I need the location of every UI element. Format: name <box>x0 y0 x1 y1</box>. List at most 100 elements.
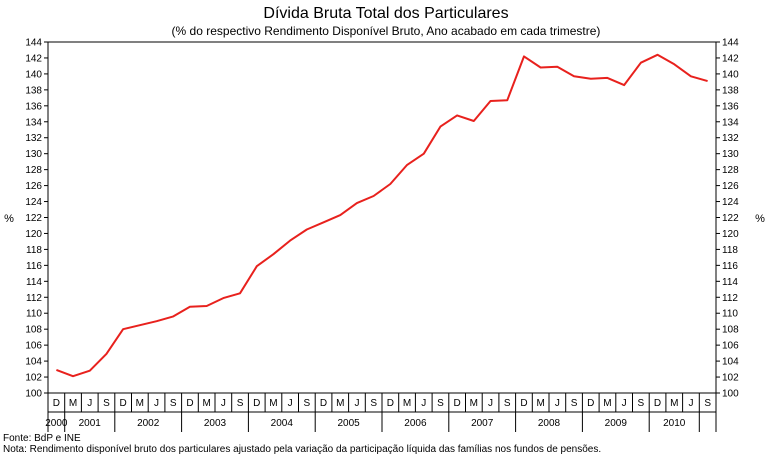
quarter-label: S <box>170 398 177 409</box>
year-label: 2008 <box>538 418 561 429</box>
y-tick-label-left: 138 <box>25 85 42 96</box>
quarter-label: D <box>587 398 594 409</box>
quarter-label: J <box>288 398 293 409</box>
y-tick-label-left: 126 <box>25 181 42 192</box>
quarter-label: S <box>571 398 578 409</box>
y-tick-label-left: 130 <box>25 149 42 160</box>
y-tick-label-right: 122 <box>722 213 739 224</box>
year-label: 2002 <box>137 418 160 429</box>
y-tick-label-left: 118 <box>26 245 42 256</box>
y-tick-label-right: 110 <box>722 309 738 320</box>
y-tick-label-right: 134 <box>722 117 739 128</box>
y-tick-label-right: 136 <box>722 101 739 112</box>
y-tick-label-left: 106 <box>25 341 42 352</box>
y-tick-label-right: 116 <box>722 261 738 272</box>
quarter-label: J <box>421 398 426 409</box>
quarter-label: S <box>704 398 711 409</box>
footnote: Nota: Rendimento disponível bruto dos pa… <box>3 444 602 455</box>
y-tick-label-right: 104 <box>722 357 739 368</box>
quarter-label: S <box>304 398 311 409</box>
plot-area: 100 100 102 102 104 104 106 106 108 108 110 110 112 1… <box>25 38 739 432</box>
series-line <box>56 53 708 378</box>
y-tick-label-right: 124 <box>722 197 739 208</box>
y-tick-label-left: 128 <box>25 165 42 176</box>
year-label: 2004 <box>271 418 294 429</box>
year-label: 2001 <box>79 418 102 429</box>
quarter-label: D <box>320 398 327 409</box>
y-tick-label-right: 108 <box>722 325 739 336</box>
quarter-label: J <box>87 398 92 409</box>
quarter-label: M <box>202 398 210 409</box>
y-tick-label-left: 144 <box>25 38 42 49</box>
quarter-label: J <box>555 398 560 409</box>
y-tick-label-right: 138 <box>722 85 739 96</box>
y-tick-label-right: 114 <box>722 277 738 288</box>
quarter-label: M <box>670 398 678 409</box>
year-label: 2010 <box>663 418 686 429</box>
year-label: 2000 <box>45 418 68 429</box>
quarter-label: D <box>654 398 661 409</box>
year-label: 2009 <box>605 418 628 429</box>
y-tick-label-left: 136 <box>25 101 42 112</box>
y-tick-label-left: 124 <box>25 197 42 208</box>
y-tick-label-right: 112 <box>722 293 738 304</box>
quarter-label: M <box>69 398 77 409</box>
quarter-label: M <box>269 398 277 409</box>
y-tick-label-left: 100 <box>25 389 42 400</box>
y-tick-label-left: 134 <box>25 117 42 128</box>
y-tick-label-right: 144 <box>722 38 739 49</box>
line-chart: Dívida Bruta Total dos Particulares (% d… <box>4 5 765 432</box>
chart-subtitle: (% do respectivo Rendimento Disponível B… <box>172 24 601 38</box>
quarter-label: S <box>237 398 244 409</box>
quarter-label: M <box>603 398 611 409</box>
quarter-label: S <box>638 398 645 409</box>
y-tick-label-right: 132 <box>722 133 739 144</box>
y-axis-label-right: % <box>755 213 765 225</box>
quarter-label: D <box>120 398 127 409</box>
year-label: 2003 <box>204 418 227 429</box>
y-tick-label-left: 120 <box>25 229 42 240</box>
y-tick-label-right: 126 <box>722 181 739 192</box>
y-tick-label-left: 104 <box>25 357 42 368</box>
y-tick-label-right: 102 <box>722 373 739 384</box>
quarter-label: D <box>454 398 461 409</box>
quarter-label: M <box>403 398 411 409</box>
quarter-label: S <box>103 398 110 409</box>
source-note: Fonte: BdP e INE <box>3 433 81 444</box>
y-tick-label-left: 116 <box>26 261 42 272</box>
quarter-label: J <box>354 398 359 409</box>
quarter-label: J <box>154 398 159 409</box>
year-label: 2007 <box>471 418 494 429</box>
y-tick-label-left: 140 <box>25 69 42 80</box>
y-tick-label-right: 140 <box>722 69 739 80</box>
quarter-label: D <box>253 398 260 409</box>
quarter-label: M <box>136 398 144 409</box>
quarter-label: S <box>370 398 377 409</box>
quarter-label: D <box>186 398 193 409</box>
y-tick-label-right: 120 <box>722 229 739 240</box>
chart-title: Dívida Bruta Total dos Particulares <box>263 5 508 22</box>
y-tick-label-right: 106 <box>722 341 739 352</box>
y-tick-label-right: 128 <box>722 165 739 176</box>
plot-frame <box>47 41 717 394</box>
quarter-label: M <box>336 398 344 409</box>
y-tick-label-left: 112 <box>26 293 42 304</box>
quarter-label: J <box>622 398 627 409</box>
quarter-label: D <box>520 398 527 409</box>
y-tick-label-left: 110 <box>26 309 42 320</box>
quarter-label: D <box>53 398 60 409</box>
quarter-label: D <box>387 398 394 409</box>
y-tick-label-left: 142 <box>25 53 42 64</box>
y-tick-label-left: 122 <box>25 213 42 224</box>
y-tick-label-right: 142 <box>722 53 739 64</box>
quarter-label: S <box>504 398 511 409</box>
y-tick-label-left: 114 <box>26 277 42 288</box>
y-tick-label-left: 132 <box>25 133 42 144</box>
y-tick-label-right: 100 <box>722 389 739 400</box>
quarter-label: J <box>221 398 226 409</box>
y-tick-label-left: 102 <box>25 373 42 384</box>
quarter-label: M <box>536 398 544 409</box>
y-axis-label-left: % <box>4 213 14 225</box>
year-label: 2006 <box>404 418 427 429</box>
y-tick-label-left: 108 <box>25 325 42 336</box>
